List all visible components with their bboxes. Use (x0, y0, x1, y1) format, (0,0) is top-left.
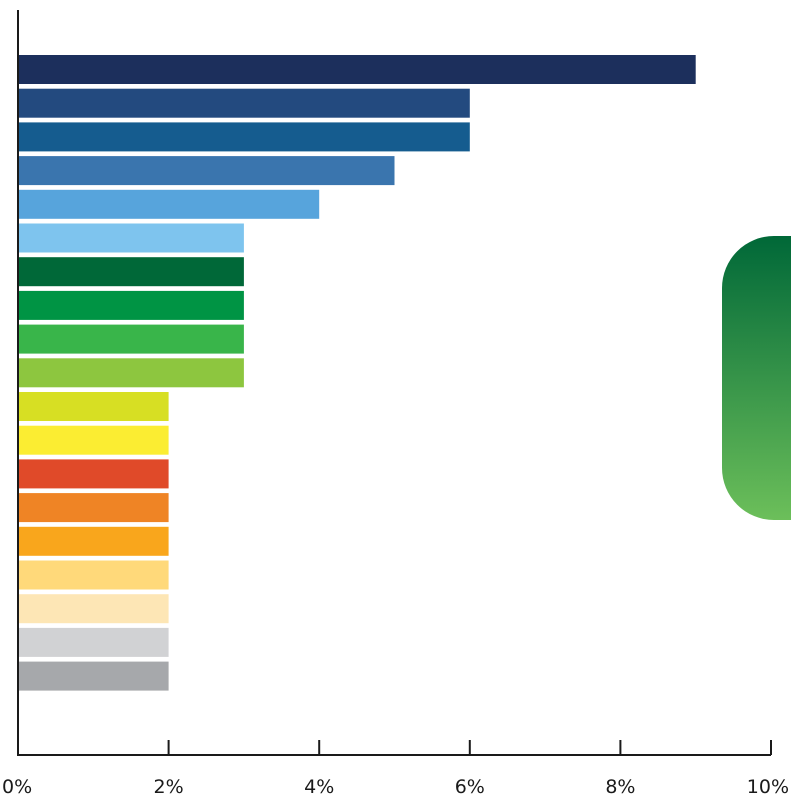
bar-1 (19, 55, 696, 84)
bar-7 (19, 257, 244, 287)
bar-6 (19, 223, 244, 253)
bar-4 (19, 156, 395, 186)
bar-12 (19, 425, 169, 455)
bar-19 (19, 661, 169, 691)
x-axis-ticks (167, 740, 772, 755)
x-tick-label-8: 8% (605, 776, 635, 798)
bar-16 (19, 560, 169, 590)
bar-18 (19, 627, 169, 657)
bar-17 (19, 594, 169, 624)
x-tick-label-4: 4% (304, 776, 334, 798)
x-tick-label-10: 10% (747, 776, 789, 798)
bars-group (19, 55, 696, 691)
side-tab-decoration (722, 236, 791, 520)
bar-9 (19, 324, 244, 354)
x-axis-tick-labels: 0% 2% 4% 6% 8% 10% (2, 776, 789, 798)
bar-10 (19, 358, 244, 388)
x-tick-label-2: 2% (154, 776, 184, 798)
x-tick-label-0: 0% (2, 776, 32, 798)
bar-5 (19, 189, 320, 219)
x-tick-label-6: 6% (455, 776, 485, 798)
bar-8 (19, 290, 244, 320)
bar-13 (19, 459, 169, 489)
bar-2 (19, 88, 470, 118)
bar-15 (19, 526, 169, 556)
bar-3 (19, 122, 470, 152)
bar-11 (19, 392, 169, 421)
bar-14 (19, 493, 169, 523)
